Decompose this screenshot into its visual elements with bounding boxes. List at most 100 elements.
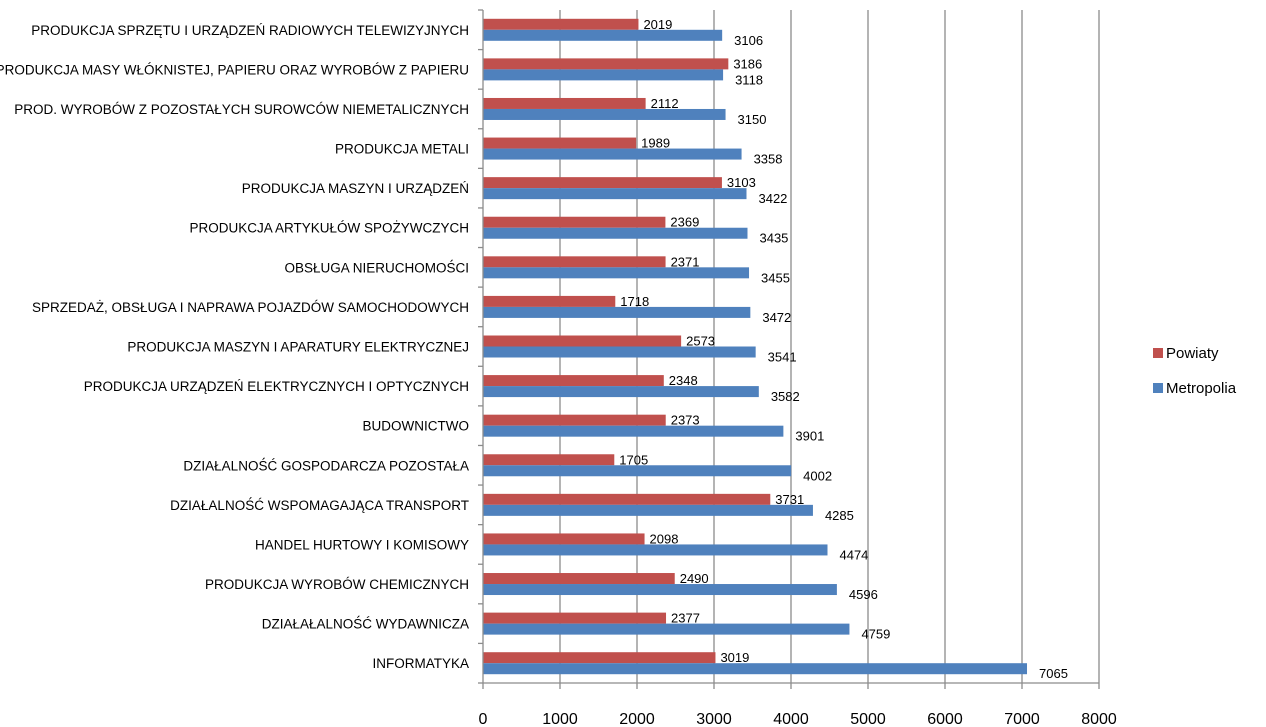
bar-metropolia	[483, 267, 750, 279]
x-tick-label: 6000	[927, 711, 963, 727]
data-label-powiaty: 2377	[671, 611, 700, 626]
bar-powiaty	[483, 414, 666, 426]
bar-metropolia	[483, 108, 726, 120]
data-label-metropolia: 3422	[758, 191, 787, 206]
bar-powiaty	[483, 533, 645, 545]
bar-metropolia	[483, 623, 850, 635]
category-label: PRODUKCJA URZĄDZEŃ ELEKTRYCZNYCH I OPTYC…	[84, 379, 469, 394]
data-label-metropolia: 3435	[759, 231, 788, 246]
bar-metropolia	[483, 663, 1028, 675]
data-label-powiaty: 2371	[671, 254, 700, 269]
data-label-metropolia: 4285	[825, 508, 854, 523]
bars	[483, 18, 1028, 675]
data-label-powiaty: 3019	[720, 650, 749, 665]
data-label-metropolia: 3150	[738, 112, 767, 127]
bar-powiaty	[483, 493, 771, 505]
data-label-metropolia: 4759	[861, 627, 890, 642]
category-label: PRODUKCJA ARTYKUŁÓW SPOŻYWCZYCH	[189, 221, 469, 236]
data-label-powiaty: 2098	[650, 531, 679, 546]
bar-powiaty	[483, 652, 716, 664]
bar-metropolia	[483, 386, 759, 398]
x-tick-label: 7000	[1004, 711, 1040, 727]
data-label-powiaty: 2573	[686, 334, 715, 349]
legend-label-metropolia: Metropolia	[1166, 380, 1237, 397]
data-label-powiaty: 1718	[620, 294, 649, 309]
data-label-powiaty: 3731	[775, 492, 804, 507]
category-axis: PRODUKCJA SPRZĘTU I URZĄDZEŃ RADIOWYCH T…	[0, 9, 484, 684]
bar-metropolia	[483, 346, 756, 358]
bar-metropolia	[483, 425, 784, 437]
category-label: PRODUKCJA SPRZĘTU I URZĄDZEŃ RADIOWYCH T…	[31, 23, 469, 38]
data-label-metropolia: 3901	[795, 429, 824, 444]
data-label-metropolia: 4474	[839, 547, 868, 562]
data-label-powiaty: 3103	[727, 175, 756, 190]
data-label-metropolia: 3455	[761, 270, 790, 285]
bar-metropolia	[483, 148, 742, 160]
category-label: OBSŁUGA NIERUCHOMOŚCI	[284, 260, 469, 275]
data-label-powiaty: 2112	[651, 96, 679, 111]
value-axis: 0 1000 2000 3000 4000 5000 6000 7000 8000	[479, 682, 1117, 727]
bar-powiaty	[483, 177, 722, 189]
category-label: PROD. WYROBÓW Z POZOSTAŁYCH SUROWCÓW NIE…	[14, 102, 469, 117]
x-tick-label: 3000	[696, 711, 732, 727]
legend-swatch-metropolia	[1153, 383, 1163, 393]
category-label: PRODUKCJA MASZYN I URZĄDZEŃ	[242, 181, 469, 196]
data-label-metropolia: 3358	[754, 152, 783, 167]
category-label: INFORMATYKA	[372, 656, 469, 671]
category-label: PRODUKCJA METALI	[335, 142, 469, 157]
category-label: SPRZEDAŻ, OBSŁUGA I NAPRAWA POJAZDÓW SAM…	[32, 300, 469, 315]
data-label-powiaty: 2373	[671, 413, 700, 428]
category-label: PRODUKCJA MASZYN I APARATURY ELEKTRYCZNE…	[127, 340, 469, 355]
bar-metropolia	[483, 227, 748, 239]
data-label-powiaty: 1989	[641, 136, 670, 151]
data-label-metropolia: 3106	[734, 33, 763, 48]
x-tick-label: 2000	[619, 711, 655, 727]
bar-metropolia	[483, 504, 813, 516]
bar-powiaty	[483, 454, 615, 466]
bar-powiaty	[483, 573, 675, 585]
data-label-metropolia: 3118	[735, 72, 763, 87]
data-label-metropolia: 4596	[849, 587, 878, 602]
bar-powiaty	[483, 335, 682, 347]
data-label-powiaty: 2490	[680, 571, 709, 586]
bar-powiaty	[483, 58, 729, 70]
category-label: PRODUKCJA MASY WŁÓKNISTEJ, PAPIERU ORAZ …	[0, 62, 469, 77]
category-label: DZIAŁALNOŚĆ GOSPODARCZA POZOSTAŁA	[183, 458, 469, 473]
data-label-metropolia: 3472	[762, 310, 791, 325]
data-label-powiaty: 2019	[643, 17, 672, 32]
data-label-powiaty: 2369	[670, 215, 699, 230]
data-label-powiaty: 3186	[733, 56, 762, 71]
bar-powiaty	[483, 137, 637, 149]
x-tick-label: 4000	[773, 711, 809, 727]
bar-metropolia	[483, 188, 747, 200]
bar-powiaty	[483, 216, 666, 228]
bar-powiaty	[483, 375, 664, 387]
data-label-metropolia: 3541	[768, 350, 797, 365]
bar-metropolia	[483, 29, 723, 41]
data-label-powiaty: 2348	[669, 373, 698, 388]
data-label-powiaty: 1705	[619, 452, 648, 467]
category-label: DZIAŁAŁALNOŚĆ WYDAWNICZA	[262, 617, 469, 632]
x-tick-label: 8000	[1081, 711, 1117, 727]
legend-swatch-powiaty	[1153, 348, 1163, 358]
bar-metropolia	[483, 465, 792, 477]
x-tick-label: 1000	[542, 711, 578, 727]
bar-powiaty	[483, 612, 667, 624]
bar-powiaty	[483, 18, 639, 30]
data-label-metropolia: 7065	[1039, 666, 1068, 681]
data-label-metropolia: 4002	[803, 468, 832, 483]
category-label: BUDOWNICTWO	[363, 419, 469, 434]
x-tick-label: 5000	[850, 711, 886, 727]
category-label: HANDEL HURTOWY I KOMISOWY	[255, 537, 469, 552]
data-label-metropolia: 3582	[771, 389, 800, 404]
bar-powiaty	[483, 295, 616, 307]
bar-metropolia	[483, 584, 837, 596]
bar-powiaty	[483, 97, 646, 109]
legend-label-powiaty: Powiaty	[1166, 345, 1219, 362]
bar-metropolia	[483, 306, 751, 318]
bar-metropolia	[483, 544, 828, 556]
legend: Powiaty Metropolia	[1153, 345, 1237, 397]
category-label: DZIAŁALNOŚĆ WSPOMAGAJĄCA TRANSPORT	[170, 498, 469, 513]
x-tick-label: 0	[479, 711, 488, 727]
